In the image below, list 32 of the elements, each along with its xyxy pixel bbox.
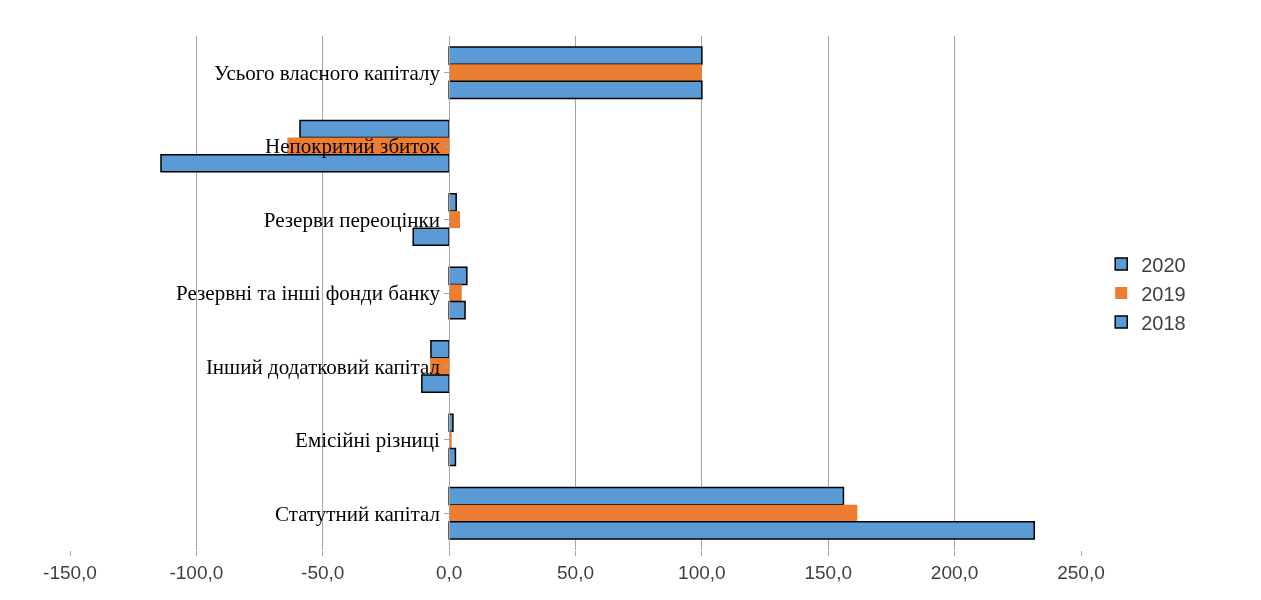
bar bbox=[448, 46, 703, 65]
x-tick-label: 0,0 bbox=[435, 561, 463, 583]
bar bbox=[299, 119, 450, 139]
y-tick-label: Усього власного капіталу bbox=[214, 61, 441, 86]
bar bbox=[448, 300, 466, 320]
bar bbox=[449, 504, 858, 522]
legend-label: 2020 bbox=[1141, 253, 1186, 276]
bar bbox=[448, 193, 457, 212]
bar bbox=[448, 413, 454, 433]
y-tick-label: Емісійні різниці bbox=[295, 428, 441, 453]
bar bbox=[448, 521, 1035, 540]
x-tick-label: -100,0 bbox=[169, 561, 224, 583]
legend-label: 2019 bbox=[1141, 282, 1186, 305]
bar bbox=[448, 486, 845, 506]
bar bbox=[448, 266, 468, 286]
legend-label: 2018 bbox=[1141, 311, 1186, 334]
y-tick-label: Статутний капітал bbox=[275, 501, 440, 526]
bar bbox=[430, 339, 450, 359]
bar bbox=[421, 374, 450, 393]
x-tick-label: 200,0 bbox=[930, 561, 979, 583]
y-tick-label: Резерви переоцінки bbox=[263, 207, 440, 232]
bar bbox=[448, 80, 703, 100]
y-tick-label: Резервні та інші фонди банку bbox=[176, 281, 441, 306]
x-tick-label: 100,0 bbox=[678, 561, 726, 583]
x-tick-label: -150,0 bbox=[43, 561, 97, 583]
bar bbox=[449, 64, 702, 82]
x-tick-label: 50,0 bbox=[557, 561, 594, 583]
x-tick-label: 250,0 bbox=[1057, 561, 1105, 583]
x-tick-label: -50,0 bbox=[301, 561, 345, 583]
x-tick-label: 150,0 bbox=[804, 561, 853, 583]
bar bbox=[449, 211, 460, 229]
bar bbox=[449, 284, 462, 302]
